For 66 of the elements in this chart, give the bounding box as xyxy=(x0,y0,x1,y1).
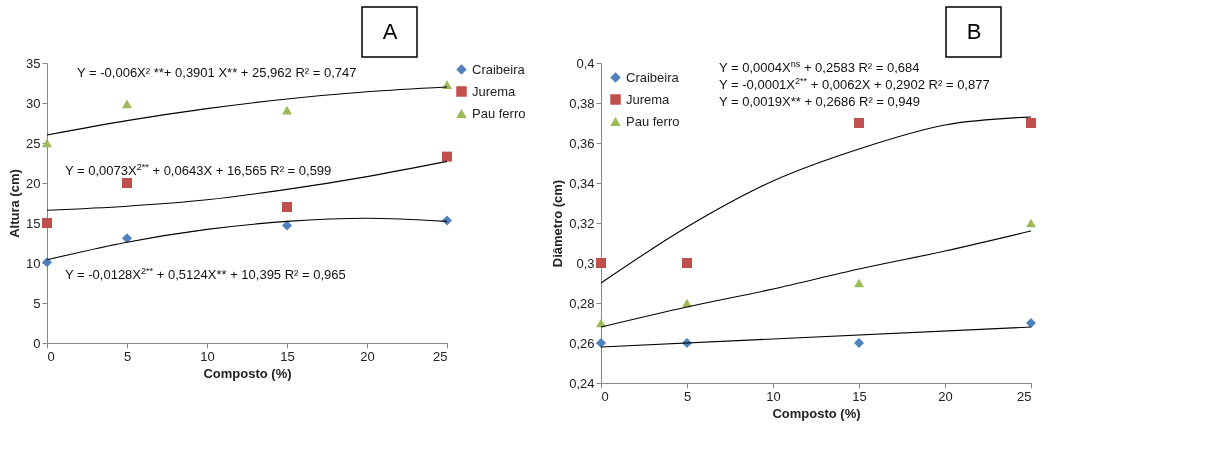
y-tick-label: 0 xyxy=(33,335,41,351)
legend-label: Jurema xyxy=(472,83,517,99)
point xyxy=(596,258,606,268)
y-tick-label: 0,28 xyxy=(569,295,595,311)
legend-label: Pau ferro xyxy=(472,105,526,121)
legend-label: Craibeira xyxy=(626,69,680,85)
point xyxy=(122,233,132,244)
y-tick-label: 0,3 xyxy=(576,255,595,271)
point xyxy=(42,218,52,228)
point xyxy=(596,338,606,348)
point xyxy=(1026,218,1036,228)
x-tick-label: 0 xyxy=(47,348,55,364)
annotation: Y = 0,0019X** + 0,2686 R² = 0,949 xyxy=(719,94,921,109)
point xyxy=(282,202,292,212)
x-axis-title: Composto (%) xyxy=(203,365,292,381)
y-tick-label: 0,38 xyxy=(569,95,595,111)
text: B xyxy=(966,19,982,44)
point xyxy=(282,220,292,231)
x-tick-label: 10 xyxy=(200,348,215,364)
y-tick-label: 20 xyxy=(26,175,41,191)
point xyxy=(42,257,52,268)
annotation: Y = -0,0001X$^{2**}$ + 0,0062X + 0,2902 R² = 0,877 xyxy=(719,76,990,92)
point xyxy=(1026,318,1036,328)
x-tick-label: 25 xyxy=(433,348,448,364)
y-tick-label: 15 xyxy=(26,215,41,231)
y-tick-label: 35 xyxy=(26,55,41,71)
x-axis-title: Composto (%) xyxy=(772,405,861,421)
y-tick-label: 25 xyxy=(26,135,41,151)
annotation: Y = 0,0073X$^{2**}$ + 0,0643X + 16,565 R² = 0,599 xyxy=(65,162,332,178)
x-tick-label: 5 xyxy=(683,388,692,404)
y-tick-label: 0,34 xyxy=(569,175,595,191)
y-axis-title: Diâmetro (cm) xyxy=(550,179,566,268)
y-tick-label: 0,36 xyxy=(569,135,595,151)
point xyxy=(854,118,864,128)
y-tick-label: 0,24 xyxy=(569,375,595,391)
point xyxy=(854,338,864,348)
legend-label: Jurema xyxy=(626,91,671,107)
point xyxy=(854,278,864,288)
point xyxy=(442,151,452,162)
annotation: Y = 0,0004X$^{ns}$ + 0,2583 R² = 0,684 xyxy=(719,59,920,75)
x-tick-label: 20 xyxy=(938,388,953,404)
annotation: Y = -0,006X² **+ 0,3901 X** + 25,962 R² = 0,747 xyxy=(77,65,357,80)
point xyxy=(42,138,52,148)
point xyxy=(1026,118,1036,128)
annotation: Y = -0,0128X$^{2**}$ + 0,5124X** + 10,395 R² = 0,965 xyxy=(65,266,346,282)
text: A xyxy=(382,19,398,44)
point xyxy=(282,105,292,115)
y-axis-title: Altura (cm) xyxy=(7,169,23,238)
x-tick-label: 5 xyxy=(123,348,132,364)
x-tick-label: 0 xyxy=(601,388,609,404)
legend-label: Pau ferro xyxy=(626,113,680,129)
point xyxy=(122,99,132,109)
x-tick-label: 15 xyxy=(280,348,295,364)
y-tick-label: 0,26 xyxy=(569,335,595,351)
legend-label: Craibeira xyxy=(472,61,526,77)
x-tick-label: 20 xyxy=(360,348,375,364)
x-tick-label: 15 xyxy=(852,388,867,404)
point xyxy=(122,178,132,188)
y-tick-label: 0,32 xyxy=(569,215,595,231)
x-tick-label: 25 xyxy=(1017,388,1032,404)
y-tick-label: 0,4 xyxy=(576,55,595,71)
point xyxy=(682,258,692,268)
y-tick-label: 10 xyxy=(26,255,41,271)
y-tick-label: 30 xyxy=(26,95,41,111)
x-tick-label: 10 xyxy=(766,388,781,404)
y-tick-label: 5 xyxy=(33,295,41,311)
